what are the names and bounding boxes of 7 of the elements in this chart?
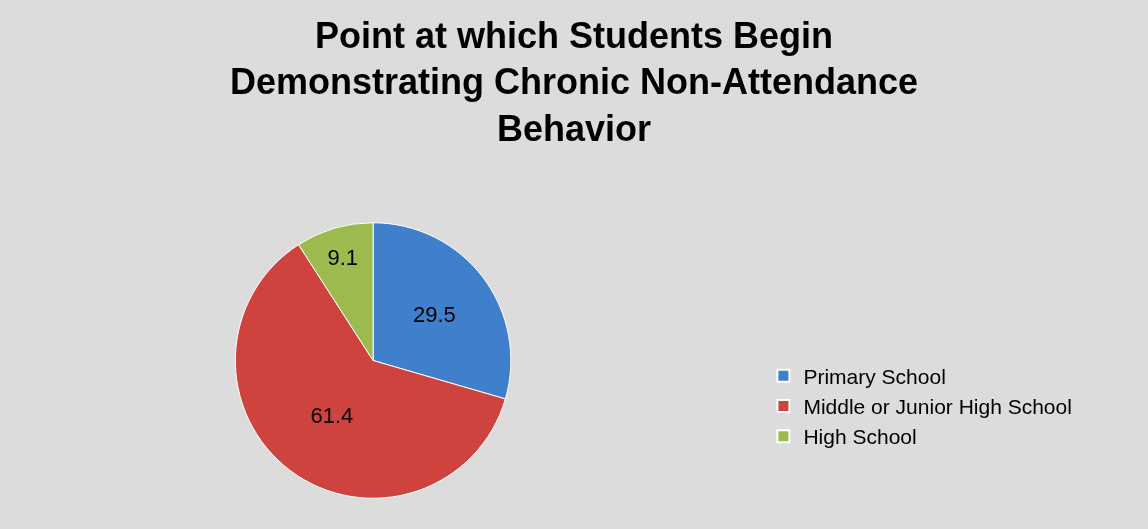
legend-label: High School	[803, 425, 917, 449]
data-label: 29.5	[412, 302, 456, 328]
data-label: 9.1	[327, 244, 359, 270]
legend-label: Primary School	[803, 364, 946, 388]
data-label: 61.4	[310, 403, 354, 429]
chart-title: Point at which Students Begin Demonstrating Chronic Non-Attendance Behavior	[229, 14, 919, 150]
legend-label: Middle or Junior High School	[803, 395, 1072, 419]
